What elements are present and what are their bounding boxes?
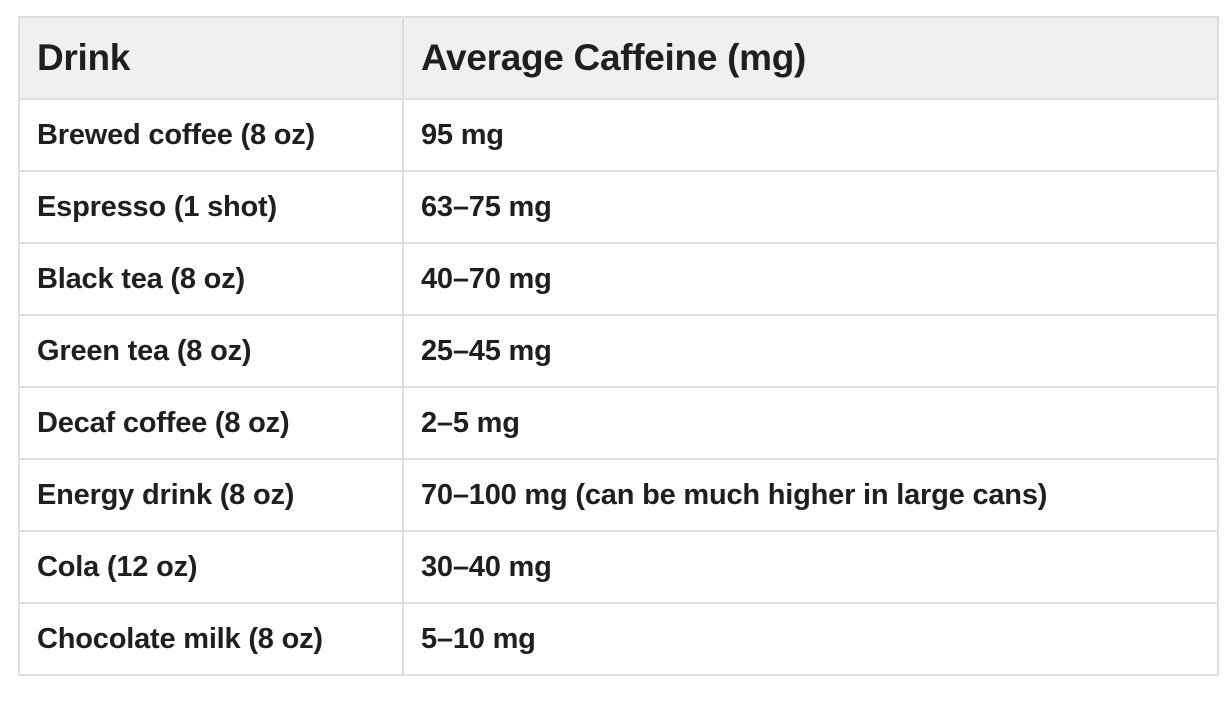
- caffeine-cell: 30–40 mg: [402, 530, 1219, 604]
- drink-cell: Decaf coffee (8 oz): [18, 386, 404, 460]
- caffeine-cell: 70–100 mg (can be much higher in large c…: [402, 458, 1219, 532]
- table-row: Espresso (1 shot) 63–75 mg: [18, 170, 1219, 244]
- table-row: Black tea (8 oz) 40–70 mg: [18, 242, 1219, 316]
- table-row: Energy drink (8 oz) 70–100 mg (can be mu…: [18, 458, 1219, 532]
- table-row: Decaf coffee (8 oz) 2–5 mg: [18, 386, 1219, 460]
- caffeine-cell: 40–70 mg: [402, 242, 1219, 316]
- drink-cell: Energy drink (8 oz): [18, 458, 404, 532]
- header-drink: Drink: [18, 16, 404, 100]
- drink-cell: Chocolate milk (8 oz): [18, 602, 404, 676]
- table-row: Cola (12 oz) 30–40 mg: [18, 530, 1219, 604]
- drink-cell: Cola (12 oz): [18, 530, 404, 604]
- header-row: Drink Average Caffeine (mg): [18, 16, 1219, 100]
- drink-cell: Brewed coffee (8 oz): [18, 98, 404, 172]
- drink-cell: Green tea (8 oz): [18, 314, 404, 388]
- caffeine-table-container: Drink Average Caffeine (mg) Brewed coffe…: [18, 16, 1219, 676]
- drink-cell: Espresso (1 shot): [18, 170, 404, 244]
- table-body: Brewed coffee (8 oz) 95 mg Espresso (1 s…: [18, 98, 1219, 676]
- table-row: Brewed coffee (8 oz) 95 mg: [18, 98, 1219, 172]
- caffeine-cell: 63–75 mg: [402, 170, 1219, 244]
- caffeine-cell: 25–45 mg: [402, 314, 1219, 388]
- drink-cell: Black tea (8 oz): [18, 242, 404, 316]
- table-row: Green tea (8 oz) 25–45 mg: [18, 314, 1219, 388]
- table-row: Chocolate milk (8 oz) 5–10 mg: [18, 602, 1219, 676]
- table-header: Drink Average Caffeine (mg): [18, 16, 1219, 100]
- header-average-caffeine: Average Caffeine (mg): [402, 16, 1219, 100]
- caffeine-cell: 2–5 mg: [402, 386, 1219, 460]
- caffeine-table: Drink Average Caffeine (mg) Brewed coffe…: [18, 16, 1219, 676]
- caffeine-cell: 5–10 mg: [402, 602, 1219, 676]
- caffeine-cell: 95 mg: [402, 98, 1219, 172]
